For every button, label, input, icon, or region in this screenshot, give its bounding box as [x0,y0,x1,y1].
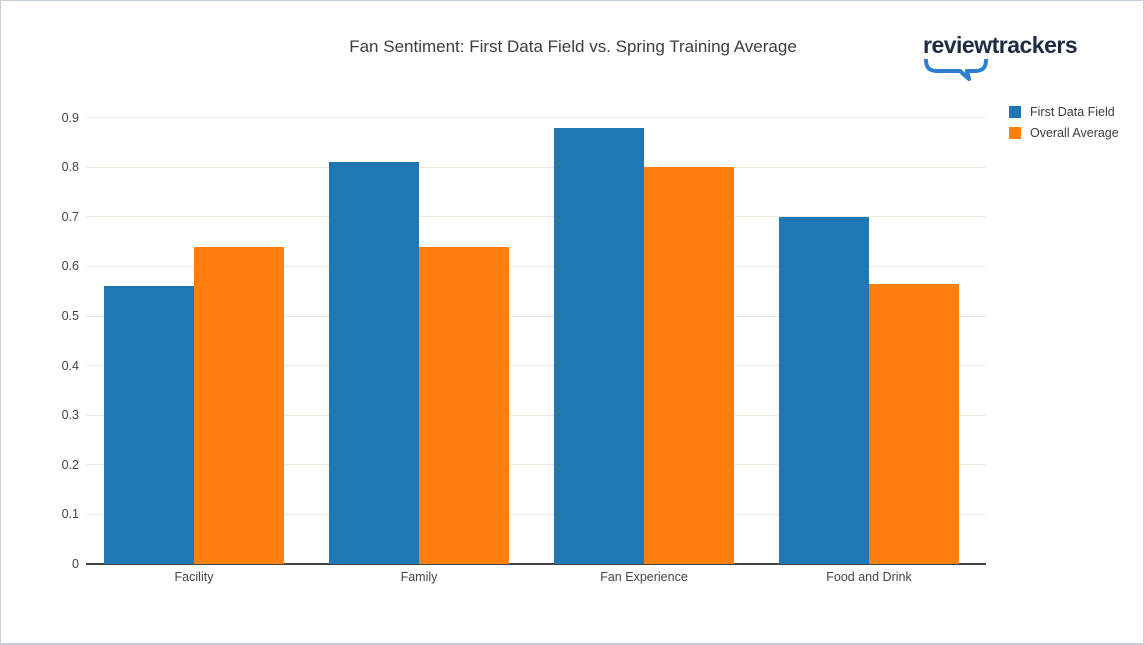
gridline [86,414,986,416]
y-axis-tick-label: 0.7 [61,209,79,224]
y-axis-tick-label: 0.5 [61,309,79,323]
gridline [86,117,986,119]
bar-food-and-drink-first-data-field [779,216,869,564]
gridline [86,216,986,218]
y-axis-tick-label: 0 [72,557,79,571]
bar-fan-experience-overall-average [644,167,734,564]
legend-swatch-icon [1009,127,1021,139]
legend-item-first-data-field[interactable]: First Data Field [1009,105,1119,119]
gridline [86,513,986,515]
y-axis-tick-label: 0.6 [61,259,79,274]
bar-facility-overall-average [194,246,284,564]
y-axis-tick-label: 0.9 [61,110,79,125]
gridline [86,166,986,168]
chart-title: Fan Sentiment: First Data Field vs. Spri… [349,37,797,56]
x-axis-tick-label: Facility [174,570,214,584]
x-axis-tick-label: Fan Experience [600,570,688,584]
reviewtrackers-logo[interactable]: reviewtrackers [923,32,1083,81]
y-axis-tick-label: 0.1 [61,507,79,522]
bar-food-and-drink-overall-average [869,283,959,564]
gridline [86,365,986,367]
bar-family-first-data-field [329,162,419,564]
speech-bubble-icon [924,59,988,81]
gridline [86,315,986,317]
gridline [86,464,986,466]
x-axis-tick-label: Food and Drink [826,570,912,584]
y-axis-tick-label: 0.3 [61,408,79,423]
bar-fan-experience-first-data-field [554,127,644,564]
x-axis-line [86,563,986,565]
y-axis-tick-label: 0.2 [61,457,79,472]
logo-text: reviewtrackers [923,32,1078,58]
legend-item-overall-average[interactable]: Overall Average [1009,126,1119,140]
bar-facility-first-data-field [104,286,194,564]
chart-legend: First Data Field Overall Average [1009,105,1119,147]
y-axis-tick-label: 0.4 [61,358,79,373]
bar-family-overall-average [419,246,509,564]
legend-label: First Data Field [1030,105,1115,119]
y-axis-tick-label: 0.8 [61,160,79,175]
x-axis-tick-label: Family [400,570,438,584]
gridline [86,265,986,267]
legend-label: Overall Average [1030,126,1119,140]
legend-swatch-icon [1009,106,1021,118]
